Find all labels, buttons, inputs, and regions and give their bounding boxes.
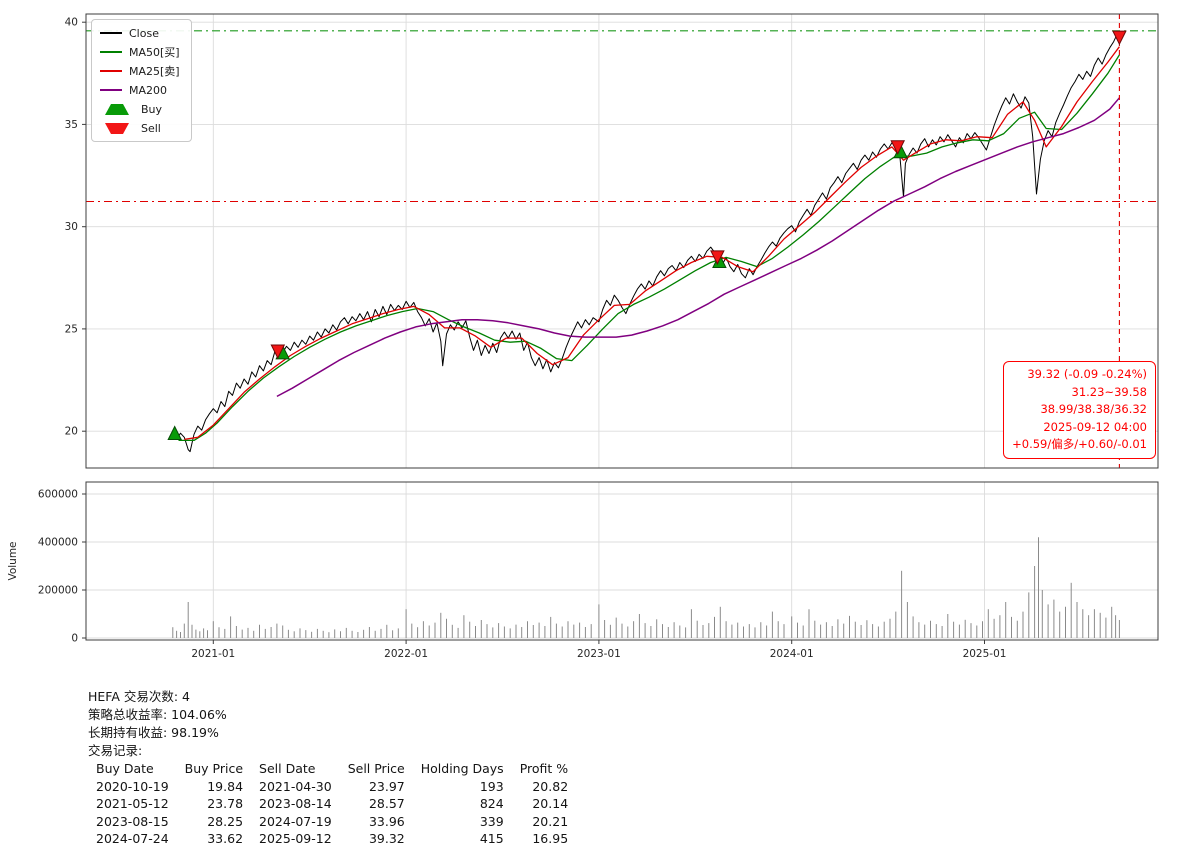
trade-col-header: Sell Price <box>347 761 405 776</box>
trade-col-header: Sell Date <box>259 761 316 776</box>
trade-cell: 20.21 <box>532 813 569 829</box>
sell-marker <box>270 344 286 360</box>
price-axes-frame <box>85 13 1159 469</box>
trade-cell: 2020-10-19 <box>96 778 169 794</box>
trade-cell: 19.84 <box>207 778 244 794</box>
trade-cell: 415 <box>479 831 504 846</box>
quote-annotation-box: 39.32 (-0.09 -0.24%) 31.23~39.58 38.99/3… <box>1003 361 1156 459</box>
price-tick-label: 20 <box>65 426 78 438</box>
sell-marker <box>1112 30 1127 46</box>
legend-label-ma200: MA200 <box>129 83 168 97</box>
close-line-icon <box>100 32 122 34</box>
ma50-line-icon <box>100 51 122 53</box>
legend-item-ma200: MA200 <box>100 82 180 98</box>
trade-cell: 28.57 <box>368 796 405 811</box>
legend-item-sell: Sell <box>100 120 180 136</box>
trade-row: 2020-10-19 19.84 2021-04-30 23.97 193 20… <box>96 778 584 796</box>
volume-tick-label: 0 <box>71 633 78 645</box>
annotation-range: 31.23~39.58 <box>1071 384 1147 399</box>
ma25-line-icon <box>100 70 122 72</box>
trade-cell: 28.25 <box>207 813 244 829</box>
summary-trades-heading: 交易记录: <box>88 743 143 758</box>
trade-cell: 2023-08-15 <box>96 813 169 829</box>
legend-label-ma50: MA50[买] <box>129 46 180 59</box>
trade-row: 2021-05-12 23.78 2023-08-14 28.57 824 20… <box>96 795 584 813</box>
summary-buyhold-return: 长期持有收益: 98.19% <box>88 725 219 740</box>
ma200-line <box>276 97 1120 398</box>
trade-table-header-row: Buy Date Buy Price Sell Date Sell Price … <box>96 760 584 778</box>
sell-marker <box>890 140 906 155</box>
trade-col-header: Profit % <box>519 761 569 776</box>
volume-tick-label: 200000 <box>38 585 78 597</box>
summary-trade-count: HEFA 交易次数: 4 <box>88 689 191 704</box>
trade-cell: 20.14 <box>532 796 569 811</box>
trade-cell: 33.62 <box>207 831 244 846</box>
legend-label-close: Close <box>129 26 159 40</box>
strategy-summary: HEFA 交易次数: 4 策略总收益率: 104.06% 长期持有收益: 98.… <box>88 688 584 848</box>
trade-col-header: Buy Date <box>96 761 154 776</box>
x-tick-label: 2021-01 <box>191 648 235 660</box>
volume-tick-label: 400000 <box>38 537 78 549</box>
trade-cell: 2024-07-19 <box>259 813 332 829</box>
trade-col-header: Holding Days <box>420 761 504 776</box>
trade-row: 2024-07-24 33.62 2025-09-12 39.32 415 16… <box>96 830 584 848</box>
trade-table: Buy Date Buy Price Sell Date Sell Price … <box>96 760 584 848</box>
trade-cell: 2021-04-30 <box>259 778 332 794</box>
ma50-line <box>178 54 1120 442</box>
trade-row: 2023-08-15 28.25 2024-07-19 33.96 339 20… <box>96 813 584 831</box>
annotation-timestamp: 2025-09-12 04:00 <box>1043 419 1147 434</box>
volume-tick-label: 600000 <box>38 489 78 501</box>
buy-triangle-icon <box>105 103 129 115</box>
price-tick-label: 25 <box>65 323 78 335</box>
annotation-ma-values: 38.99/38.38/36.32 <box>1040 402 1147 416</box>
buy-marker <box>167 425 183 440</box>
annotation-signal: +0.59/偏多/+0.60/-0.01 <box>1012 437 1147 451</box>
summary-strategy-return: 策略总收益率: 104.06% <box>88 707 227 722</box>
trade-cell: 23.97 <box>368 778 405 794</box>
sell-triangle-icon <box>105 122 129 134</box>
trade-cell: 39.32 <box>368 831 405 846</box>
trade-cell: 2021-05-12 <box>96 796 169 811</box>
legend-label-ma25: MA25[卖] <box>129 65 180 78</box>
trade-cell: 2023-08-14 <box>259 796 332 811</box>
trade-cell: 23.78 <box>207 796 244 811</box>
x-tick-label: 2022-01 <box>384 648 428 660</box>
x-tick-label: 2024-01 <box>770 648 814 660</box>
x-tick-label: 2023-01 <box>577 648 621 660</box>
annotation-price-change: 39.32 (-0.09 -0.24%) <box>1027 367 1147 381</box>
volume-axis-label: Volume <box>7 541 19 580</box>
close-line <box>172 32 1120 453</box>
trade-cell: 33.96 <box>368 813 405 829</box>
legend: Close MA50[买] MA25[卖] MA200 Buy Sell <box>91 19 192 142</box>
trade-cell: 16.95 <box>532 831 569 846</box>
trade-cell: 20.82 <box>532 778 569 794</box>
price-tick-label: 40 <box>65 17 78 29</box>
trade-col-header: Buy Price <box>184 761 244 776</box>
volume-axes-frame <box>85 481 1159 641</box>
legend-item-ma25: MA25[卖] <box>100 63 180 79</box>
price-tick-label: 35 <box>65 119 78 131</box>
legend-label-buy: Buy <box>141 102 163 116</box>
price-tick-label: 30 <box>65 221 78 233</box>
ma25-line <box>184 46 1120 441</box>
trade-cell: 339 <box>479 813 504 829</box>
trade-cell: 824 <box>479 796 504 811</box>
trade-cell: 2024-07-24 <box>96 831 169 846</box>
legend-item-close: Close <box>100 25 180 41</box>
x-tick-label: 2025-01 <box>963 648 1007 660</box>
sell-marker <box>710 250 725 266</box>
legend-item-ma50: MA50[买] <box>100 44 180 60</box>
legend-label-sell: Sell <box>141 121 161 135</box>
trade-cell: 193 <box>479 778 504 794</box>
trade-cell: 2025-09-12 <box>259 831 332 846</box>
ma200-line-icon <box>100 89 122 91</box>
legend-item-buy: Buy <box>100 101 180 117</box>
